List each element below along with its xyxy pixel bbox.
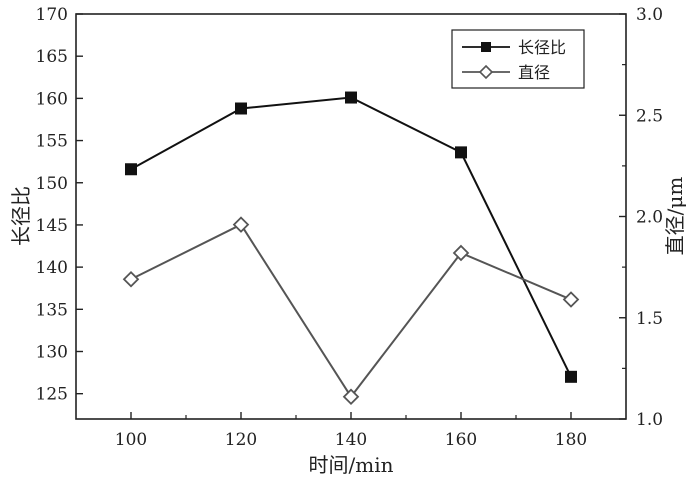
series-1-point-0 (125, 163, 137, 176)
y-tick-label-9: 170 (36, 5, 68, 25)
y2-tick-label-3: 2.5 (636, 106, 663, 126)
y2-tick-label-0: 1.0 (636, 410, 663, 430)
x-axis-title: 时间/min (309, 453, 394, 477)
legend-label-series-2: 直径 (518, 63, 550, 82)
y2-axis-title: 直径/μm (663, 177, 687, 256)
y-axis-title: 长径比 (9, 186, 33, 246)
legend-label-series-1: 长径比 (518, 38, 566, 57)
y-tick-label-0: 125 (36, 385, 68, 405)
x-tick-label-3: 160 (445, 430, 477, 450)
series-2-point-4 (562, 291, 580, 308)
series-1-point-1 (235, 102, 247, 115)
y2-tick-label-2: 2.0 (636, 208, 663, 228)
x-tick-label-4: 180 (555, 430, 587, 450)
y-tick-label-7: 160 (36, 89, 68, 109)
legend-marker-series-1 (481, 42, 491, 52)
y-tick-label-8: 165 (36, 47, 68, 67)
x-tick-label-2: 140 (335, 430, 367, 450)
legend-box (451, 29, 585, 89)
y2-tick-label-4: 3.0 (636, 5, 663, 25)
y-tick-label-5: 150 (36, 174, 68, 194)
series-2-point-1 (232, 216, 250, 233)
y-tick-label-6: 155 (36, 132, 68, 152)
legend: 长径比 直径 (451, 29, 585, 89)
series-1-point-3 (455, 146, 467, 159)
y-tick-label-3: 140 (36, 258, 68, 278)
series-2-point-0 (122, 271, 140, 288)
y-tick-label-2: 135 (36, 300, 68, 320)
series-line-2 (130, 223, 572, 399)
x-tick-label-1: 120 (225, 430, 257, 450)
series-1-point-2 (345, 91, 357, 104)
x-tick-label-0: 100 (115, 430, 147, 450)
series-2-point-3 (452, 244, 470, 262)
tick-labels: 100 120 140 160 180 125 130 135 140 145 150 155 160 1… (36, 5, 664, 450)
y2-tick-label-1: 1.5 (636, 309, 663, 329)
series-2-point-2 (342, 388, 360, 405)
series-layer (122, 91, 580, 405)
tick-marks (76, 13, 626, 420)
y-tick-label-4: 145 (36, 216, 68, 236)
series-1-point-4 (565, 370, 577, 383)
legend-marker-series-2 (478, 64, 494, 80)
series-line-1 (130, 96, 572, 378)
y-tick-label-1: 130 (36, 343, 68, 363)
